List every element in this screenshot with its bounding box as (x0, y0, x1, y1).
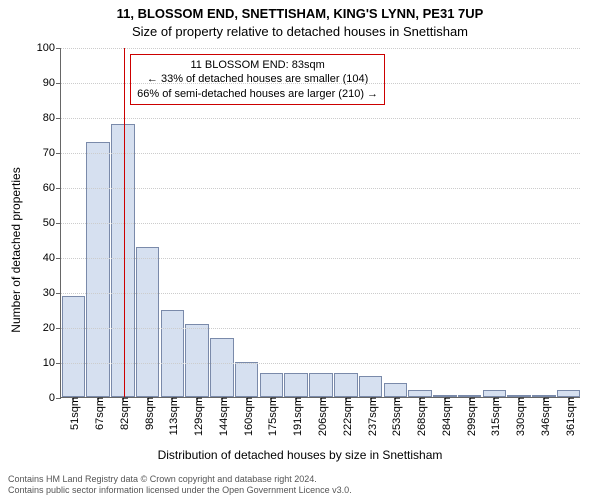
y-axis-label: Number of detached properties (9, 167, 23, 332)
y-tick-label: 80 (43, 112, 61, 124)
histogram-bar (136, 247, 160, 398)
histogram-bar (384, 383, 408, 397)
gridline (61, 223, 580, 224)
y-tick-label: 100 (37, 42, 61, 54)
gridline (61, 328, 580, 329)
y-tick-label: 30 (43, 287, 61, 299)
histogram-bar (408, 390, 432, 397)
annotation-line: ← 33% of detached houses are smaller (10… (137, 72, 378, 86)
histogram-bar (86, 142, 110, 398)
plot-area: 11 BLOSSOM END: 83sqm← 33% of detached h… (60, 48, 580, 398)
x-tick-label: 67sqm (90, 397, 106, 430)
x-tick-label: 175sqm (263, 397, 279, 436)
y-tick-label: 20 (43, 322, 61, 334)
gridline (61, 48, 580, 49)
chart-title-sub: Size of property relative to detached ho… (0, 24, 600, 39)
x-tick-label: 113sqm (164, 397, 180, 435)
x-tick-label: 299sqm (462, 397, 478, 436)
y-tick-label: 40 (43, 252, 61, 264)
footnote-line-1: Contains HM Land Registry data © Crown c… (8, 474, 352, 485)
histogram-bar (260, 373, 284, 398)
histogram-bar (309, 373, 333, 398)
x-tick-label: 51sqm (65, 397, 81, 430)
histogram-bar (359, 376, 383, 397)
x-tick-label: 222sqm (338, 397, 354, 436)
histogram-bar (284, 373, 308, 398)
histogram-bar (210, 338, 234, 398)
histogram-bar (483, 390, 507, 397)
x-tick-label: 98sqm (140, 397, 156, 430)
y-tick-label: 50 (43, 217, 61, 229)
x-tick-label: 315sqm (486, 397, 502, 436)
x-tick-label: 191sqm (288, 397, 304, 436)
footnote: Contains HM Land Registry data © Crown c… (8, 474, 352, 496)
x-tick-label: 129sqm (189, 397, 205, 436)
gridline (61, 258, 580, 259)
x-tick-label: 82sqm (115, 397, 131, 430)
chart-title-main: 11, BLOSSOM END, SNETTISHAM, KING'S LYNN… (0, 6, 600, 21)
gridline (61, 118, 580, 119)
histogram-bar (111, 124, 135, 397)
histogram-bar (161, 310, 185, 398)
x-tick-label: 284sqm (437, 397, 453, 436)
gridline (61, 293, 580, 294)
x-tick-label: 330sqm (511, 397, 527, 436)
histogram-bar (185, 324, 209, 398)
annotation-line: 66% of semi-detached houses are larger (… (137, 87, 378, 101)
histogram-bar (62, 296, 86, 398)
y-tick-label: 90 (43, 77, 61, 89)
x-tick-label: 144sqm (214, 397, 230, 436)
histogram-bar (235, 362, 259, 397)
y-tick-label: 70 (43, 147, 61, 159)
annotation-box: 11 BLOSSOM END: 83sqm← 33% of detached h… (130, 54, 385, 105)
footnote-line-2: Contains public sector information licen… (8, 485, 352, 496)
annotation-line: 11 BLOSSOM END: 83sqm (137, 58, 378, 72)
x-tick-label: 253sqm (387, 397, 403, 436)
gridline (61, 363, 580, 364)
y-tick-label: 10 (43, 357, 61, 369)
x-tick-label: 206sqm (313, 397, 329, 436)
histogram-bar (557, 390, 581, 397)
x-tick-label: 346sqm (536, 397, 552, 436)
gridline (61, 153, 580, 154)
x-tick-label: 361sqm (561, 397, 577, 436)
x-tick-label: 237sqm (363, 397, 379, 436)
histogram-bar (334, 373, 358, 398)
x-axis-label: Distribution of detached houses by size … (0, 448, 600, 462)
gridline (61, 83, 580, 84)
y-tick-label: 60 (43, 182, 61, 194)
x-tick-label: 268sqm (412, 397, 428, 436)
gridline (61, 188, 580, 189)
x-tick-label: 160sqm (239, 397, 255, 436)
y-tick-label: 0 (49, 392, 61, 404)
